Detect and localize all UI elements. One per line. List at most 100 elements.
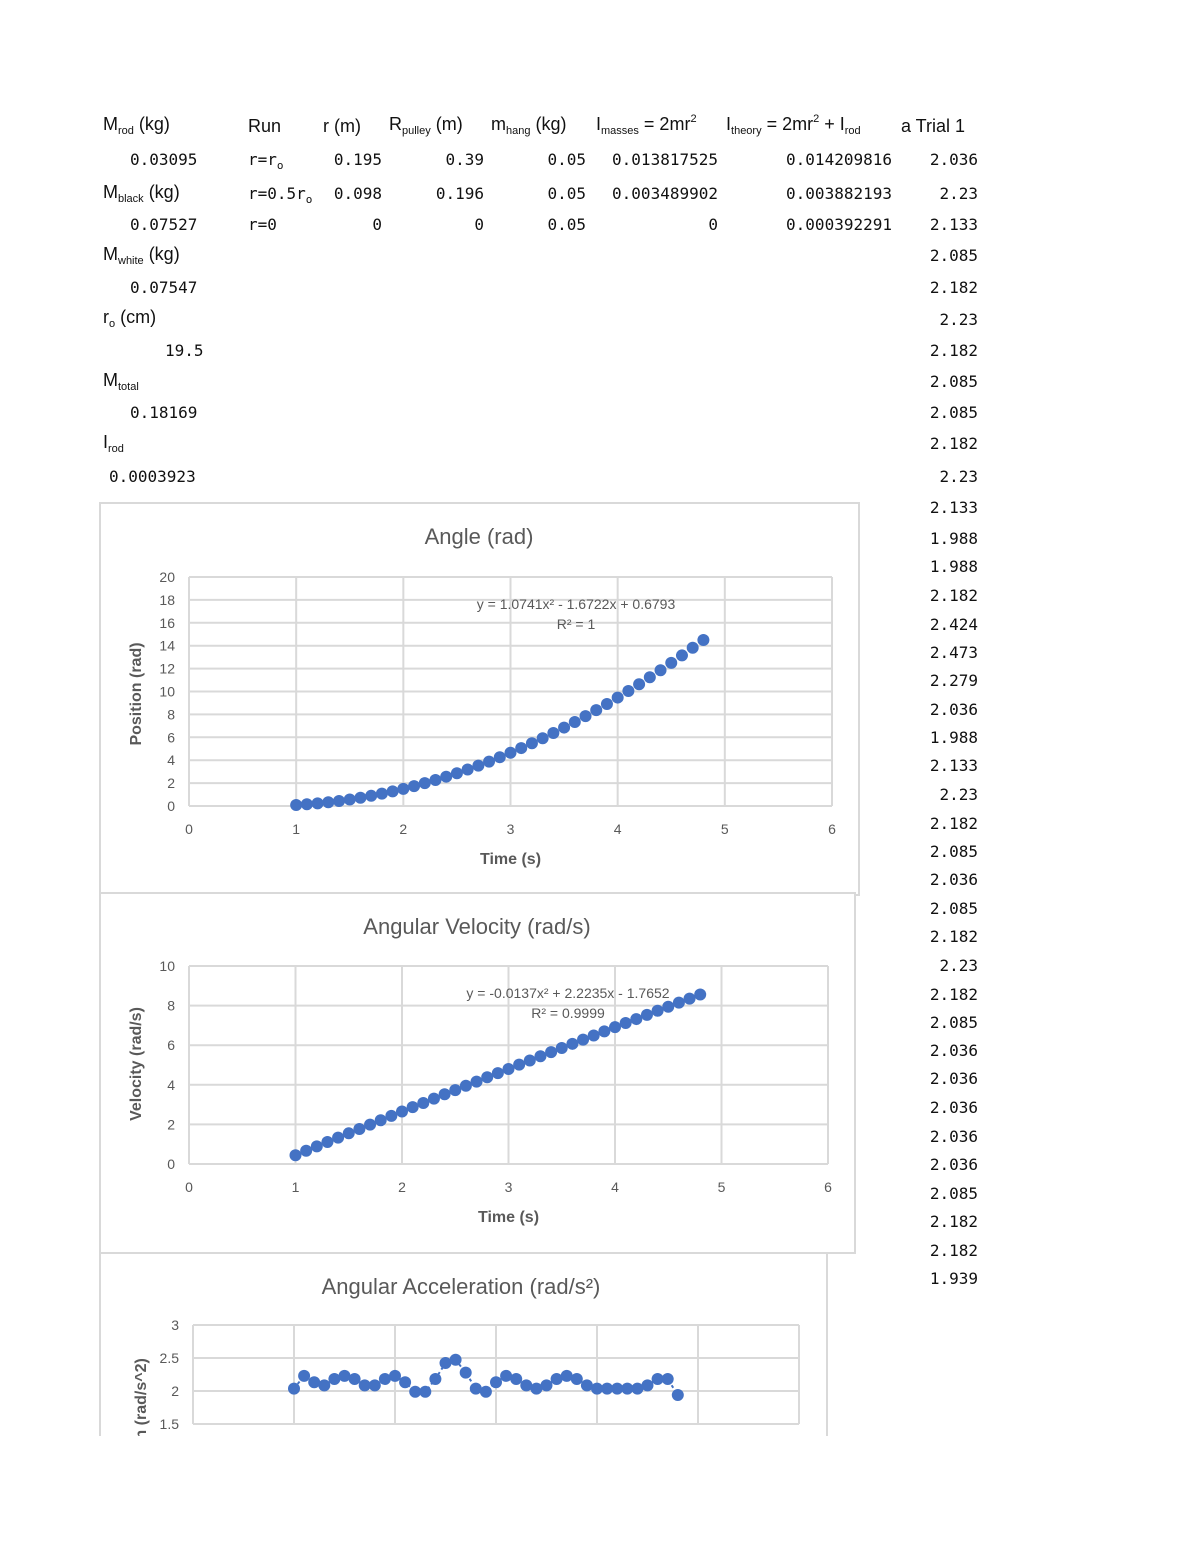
data-point bbox=[288, 1382, 300, 1395]
header-r: r (m) bbox=[323, 116, 361, 136]
data-point bbox=[665, 656, 678, 669]
data-point bbox=[399, 1376, 412, 1389]
trial-value: 1.988 bbox=[929, 529, 978, 548]
header-imasses: Imasses = 2mr2 bbox=[596, 113, 697, 137]
trendline-equation: y = -0.0137x² + 2.2235x - 1.7652 bbox=[466, 985, 669, 1001]
data-point bbox=[338, 1369, 351, 1382]
data-point bbox=[333, 794, 346, 807]
y-tick-label: 2 bbox=[171, 1383, 179, 1399]
trial-value: 2.036 bbox=[929, 1041, 978, 1060]
y-tick-label: 0 bbox=[167, 798, 175, 814]
data-point bbox=[491, 1067, 504, 1080]
data-point bbox=[568, 715, 581, 728]
data-point bbox=[385, 1109, 398, 1122]
y-tick-label: 0 bbox=[167, 1156, 175, 1172]
data-point bbox=[440, 770, 453, 783]
data-point bbox=[662, 1000, 675, 1013]
acceleration-chart-svg: Angular Acceleration (rad/s²) 1.5 2 2.5 3 ion… bbox=[133, 1274, 800, 1436]
data-point bbox=[590, 704, 603, 717]
data-point bbox=[332, 1131, 345, 1144]
data-point bbox=[418, 777, 431, 790]
row1-run: r=ro bbox=[248, 150, 284, 172]
trial-value: 2.133 bbox=[929, 756, 978, 775]
data-point bbox=[500, 1369, 513, 1382]
data-point bbox=[661, 1372, 674, 1385]
x-axis-label: Time (s) bbox=[478, 1209, 539, 1226]
header-rpulley: Rpulley (m) bbox=[389, 114, 463, 137]
x-tick-label: 4 bbox=[611, 1179, 619, 1195]
data-point bbox=[640, 1008, 653, 1021]
row1-mhang: 0.05 bbox=[547, 150, 586, 169]
data-point bbox=[343, 793, 356, 806]
data-point bbox=[510, 1372, 523, 1385]
trial-value: 2.085 bbox=[929, 842, 978, 861]
data-point bbox=[300, 1144, 313, 1157]
data-point bbox=[368, 1379, 381, 1392]
y-tick-label: 1.5 bbox=[160, 1416, 180, 1432]
trial-value: 2.182 bbox=[929, 278, 978, 297]
data-point bbox=[389, 1369, 401, 1382]
y-tick-label: 12 bbox=[159, 661, 175, 677]
x-axis-label: Time (s) bbox=[480, 851, 541, 868]
data-point bbox=[481, 1071, 494, 1084]
acceleration-chart: Angular Acceleration (rad/s²) 1.5 2 2.5 3 ion… bbox=[99, 1252, 828, 1436]
trial-value: 1.939 bbox=[929, 1269, 978, 1288]
trial-value: 2.182 bbox=[929, 814, 978, 833]
data-point bbox=[579, 710, 592, 723]
data-point bbox=[622, 685, 635, 698]
data-point bbox=[348, 1372, 361, 1385]
trial-value: 2.23 bbox=[939, 310, 978, 329]
data-point bbox=[523, 1054, 536, 1067]
data-point bbox=[461, 763, 474, 776]
data-point bbox=[545, 1046, 558, 1059]
data-point bbox=[671, 1389, 684, 1402]
i-rod-label: Irod bbox=[103, 432, 124, 455]
data-point bbox=[515, 742, 528, 755]
header-mhang: mhang (kg) bbox=[491, 114, 567, 137]
data-point bbox=[504, 746, 517, 759]
data-point bbox=[308, 1376, 321, 1389]
y-tick-label: 2 bbox=[167, 1116, 175, 1132]
data-point bbox=[621, 1382, 634, 1395]
y-axis-label: ion (rad/s^2) bbox=[133, 1358, 150, 1436]
trial-value: 2.182 bbox=[929, 927, 978, 946]
data-point bbox=[641, 1379, 654, 1392]
data-point bbox=[364, 1118, 377, 1131]
data-point bbox=[449, 1084, 462, 1097]
data-point bbox=[310, 1140, 323, 1153]
trial-value: 2.085 bbox=[929, 1013, 978, 1032]
data-point bbox=[374, 1114, 387, 1127]
data-point bbox=[439, 1357, 452, 1370]
data-point bbox=[493, 751, 506, 764]
x-tick-label: 5 bbox=[721, 821, 729, 837]
trial-value: 2.182 bbox=[929, 434, 978, 453]
trial-value: 2.036 bbox=[929, 870, 978, 889]
data-point bbox=[520, 1379, 533, 1392]
header-run: Run bbox=[248, 116, 282, 136]
i-rod-value: 0.0003923 bbox=[109, 467, 196, 486]
data-point bbox=[611, 691, 624, 704]
m-rod-label: Mrod (kg) bbox=[103, 114, 170, 137]
data-point bbox=[633, 678, 646, 691]
trial-value: 2.085 bbox=[929, 899, 978, 918]
data-point bbox=[342, 1127, 355, 1140]
data-point bbox=[619, 1017, 632, 1030]
row3-r: 0 bbox=[372, 215, 382, 234]
data-point bbox=[419, 1385, 432, 1398]
row1-r: 0.195 bbox=[333, 150, 382, 169]
data-point bbox=[479, 1385, 492, 1398]
data-point bbox=[353, 1122, 366, 1135]
data-point bbox=[675, 649, 688, 662]
data-point bbox=[298, 1369, 311, 1382]
trial-value: 2.133 bbox=[929, 498, 978, 517]
trial-value: 2.279 bbox=[929, 671, 978, 690]
data-point bbox=[378, 1372, 391, 1385]
data-point bbox=[449, 1353, 462, 1366]
x-tick-label: 3 bbox=[507, 821, 515, 837]
data-point bbox=[540, 1379, 553, 1392]
row2-itheory: 0.003882193 bbox=[786, 184, 892, 203]
data-point bbox=[429, 1372, 442, 1385]
data-point bbox=[566, 1037, 579, 1050]
data-point bbox=[587, 1029, 600, 1042]
x-tick-label: 1 bbox=[292, 1179, 300, 1195]
